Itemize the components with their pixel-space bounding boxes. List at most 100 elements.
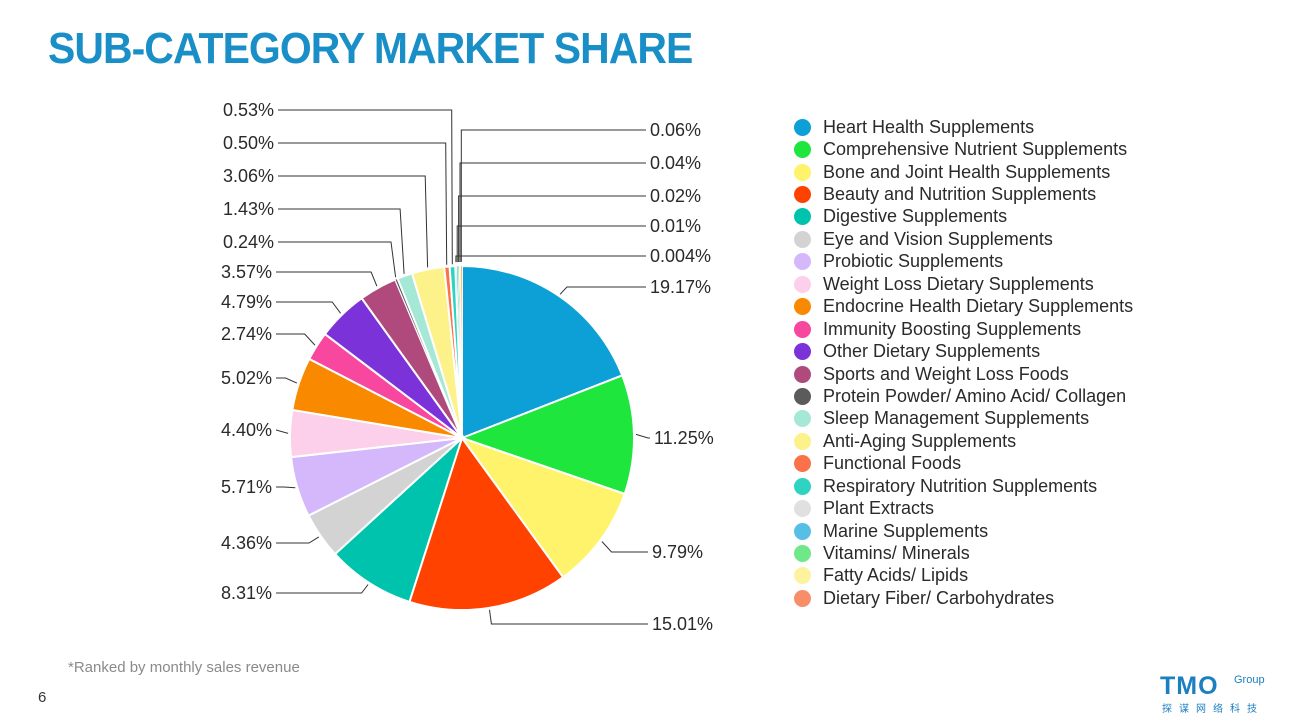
pie-slice: [408, 435, 565, 611]
data-label: 4.40%: [221, 420, 272, 440]
legend-label: Sports and Weight Loss Foods: [823, 363, 1069, 384]
leader-line: [278, 175, 429, 268]
legend-swatch: [794, 320, 811, 338]
leader-line: [489, 609, 648, 625]
legend-item: Functional Foods: [794, 453, 1133, 475]
logo-subtext: Group: [1234, 674, 1265, 686]
data-label: 3.06%: [223, 166, 274, 186]
legend-label: Marine Supplements: [823, 520, 989, 541]
legend-swatch: [794, 118, 811, 136]
legend-swatch: [794, 545, 811, 563]
legend-label: Fatty Acids/ Lipids: [823, 565, 969, 586]
leader-line: [278, 241, 397, 278]
legend-item: Heart Health Supplements: [794, 116, 1133, 138]
legend-swatch: [794, 343, 811, 361]
legend-item: Other Dietary Supplements: [794, 340, 1133, 362]
legend-label: Anti-Aging Supplements: [823, 430, 1017, 451]
data-label: 0.06%: [650, 120, 701, 140]
data-label: 5.71%: [221, 477, 272, 497]
legend-label: Probiotic Supplements: [823, 251, 1004, 272]
leader-line: [278, 142, 448, 265]
legend-item: Protein Powder/ Amino Acid/ Collagen: [794, 385, 1133, 407]
data-label: 4.79%: [221, 292, 272, 312]
page-number: 6: [38, 689, 47, 706]
legend-swatch: [794, 432, 811, 450]
legend-swatch: [794, 253, 811, 271]
pie-slice: [333, 434, 465, 604]
legend-item: Dietary Fiber/ Carbohydrates: [794, 587, 1133, 609]
legend-swatch: [794, 522, 811, 540]
data-label: 8.31%: [221, 583, 272, 603]
leader-lines: [275, 109, 650, 625]
legend-item: Respiratory Nutrition Supplements: [794, 475, 1133, 497]
footnote: *Ranked by monthly sales revenue: [68, 659, 300, 676]
legend-item: Sports and Weight Loss Foods: [794, 363, 1133, 385]
legend-label: Comprehensive Nutrient Supplements: [823, 139, 1128, 160]
leader-line: [601, 541, 648, 553]
legend-item: Anti-Aging Supplements: [794, 430, 1133, 452]
data-label: 0.01%: [650, 216, 701, 236]
legend-label: Sleep Management Supplements: [823, 408, 1090, 429]
logo-chinese-text: 探谋网络科技: [1162, 704, 1264, 715]
legend-label: Plant Extracts: [823, 498, 935, 519]
legend-swatch: [794, 410, 811, 428]
chart-legend: Heart Health Supplements Comprehensive Nu…: [794, 116, 1133, 610]
legend-swatch: [794, 387, 811, 405]
legend-label: Eye and Vision Supplements: [823, 228, 1053, 249]
legend-swatch: [794, 589, 811, 607]
leader-line: [278, 208, 405, 274]
leader-line: [276, 377, 298, 384]
leader-line: [276, 486, 296, 489]
leader-line: [455, 255, 646, 263]
legend-swatch: [794, 567, 811, 585]
legend-swatch: [794, 163, 811, 181]
legend-item: Bone and Joint Health Supplements: [794, 161, 1133, 183]
data-label: 1.43%: [223, 199, 274, 219]
data-label: 19.17%: [650, 277, 711, 297]
leader-line: [635, 433, 650, 439]
legend-item: Plant Extracts: [794, 497, 1133, 519]
data-label: 3.57%: [221, 262, 272, 282]
legend-label: Vitamins/ Minerals: [823, 543, 970, 564]
legend-swatch: [794, 230, 811, 248]
legend-label: Digestive Supplements: [823, 206, 1008, 227]
leader-line: [458, 195, 646, 262]
legend-swatch: [794, 455, 811, 473]
legend-swatch: [794, 141, 811, 159]
data-label: 2.74%: [221, 324, 272, 344]
leader-line: [278, 109, 453, 265]
leader-line: [276, 536, 320, 544]
legend-item: Marine Supplements: [794, 520, 1133, 542]
data-label: 0.53%: [223, 100, 274, 120]
legend-label: Protein Powder/ Amino Acid/ Collagen: [823, 385, 1127, 406]
legend-label: Respiratory Nutrition Supplements: [823, 475, 1098, 496]
legend-item: Beauty and Nutrition Supplements: [794, 183, 1133, 205]
legend-item: Vitamins/ Minerals: [794, 542, 1133, 564]
leader-line: [276, 584, 369, 594]
legend-label: Bone and Joint Health Supplements: [823, 161, 1111, 182]
legend-label: Beauty and Nutrition Supplements: [823, 184, 1097, 205]
data-label: 0.004%: [650, 246, 711, 266]
legend-label: Weight Loss Dietary Supplements: [823, 273, 1094, 294]
data-label: 11.25%: [654, 428, 714, 448]
leader-line: [276, 333, 316, 346]
leader-line: [276, 271, 378, 287]
legend-item: Sleep Management Supplements: [794, 408, 1133, 430]
legend-item: Immunity Boosting Supplements: [794, 318, 1133, 340]
data-labels: 19.17% 11.25% 9.79% 15.01% 8.31% 4.36% 5.71% 4.…: [221, 100, 714, 634]
legend-swatch: [794, 275, 811, 293]
leader-line: [456, 225, 646, 263]
data-label: 4.36%: [221, 533, 272, 553]
pie-slices: [288, 264, 635, 611]
data-label: 0.24%: [223, 232, 274, 252]
legend-label: Functional Foods: [823, 453, 962, 474]
legend-swatch: [794, 500, 811, 518]
pie-slice: [459, 436, 626, 579]
leader-line: [460, 129, 646, 262]
legend-swatch: [794, 477, 811, 495]
legend-item: Comprehensive Nutrient Supplements: [794, 138, 1133, 160]
legend-item: Weight Loss Dietary Supplements: [794, 273, 1133, 295]
logo-text: TMO: [1160, 672, 1219, 700]
company-logo: TMO Group 探谋网络科技: [1160, 672, 1280, 715]
leader-line: [275, 429, 289, 434]
